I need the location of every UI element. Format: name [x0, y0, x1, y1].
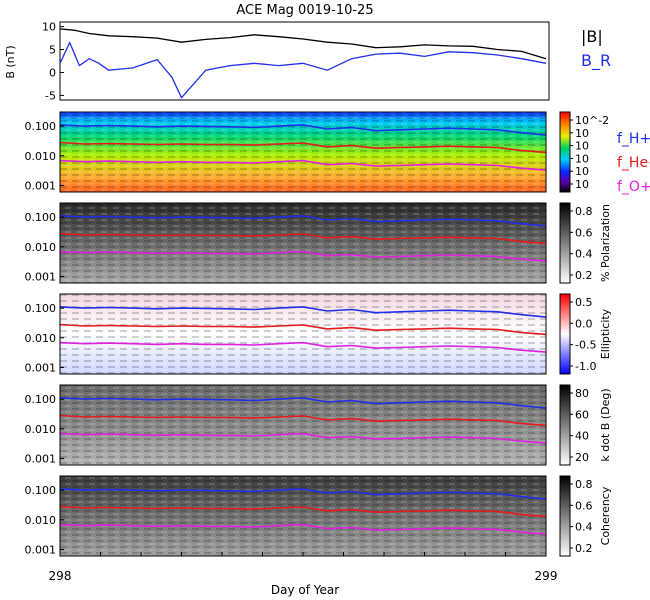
panel-coherency-series-0: [59, 488, 547, 500]
panel-kdotb-series-2: [59, 432, 547, 444]
top-series-line-bmag: [59, 28, 547, 60]
panel-kdotb: 0.100 0.010 0.001 80 60 40 20 k dot B (Deg): [25, 384, 612, 466]
panel-power-frame: [59, 111, 547, 193]
colorbar-ellipticity: [559, 293, 571, 375]
panel-ellipticity-series-1: [59, 323, 547, 336]
panel-power-texture: [60, 112, 546, 192]
panel-coherency-series-1: [59, 505, 547, 518]
colorbar-tick-label: 10: [575, 127, 589, 140]
panel-kdotb-frame: [59, 384, 547, 466]
top-series-line-br: [59, 41, 547, 99]
freq-y-tick-label: 0.001: [25, 270, 57, 283]
colorbar-power: [559, 111, 571, 193]
panel-polarization-series-0: [59, 215, 547, 227]
colorbar-tick-label: 10: [575, 165, 589, 178]
colorbar-tick-label: 60: [575, 408, 589, 421]
time-axis: 298 299 Day of Year: [49, 548, 558, 597]
panel-polarization-frame: [59, 202, 547, 284]
colorbar-polarization: [559, 202, 571, 284]
panel-polarization-series-1: [59, 232, 547, 245]
colorbar-tick-label: 0.4: [575, 248, 593, 261]
legend-label-fhe: f_He+: [617, 155, 650, 171]
colorbar-tick-label: 10^-2: [575, 114, 609, 127]
frequency-legend: f_H+ f_He+ f_O+: [617, 131, 650, 195]
freq-y-tick-label: 0.010: [25, 150, 57, 163]
panel-polarization-texture: [60, 203, 546, 283]
colorbar-tick-label: 0.6: [575, 499, 593, 512]
freq-y-tick-label: 0.100: [25, 484, 57, 497]
colorbar-tick-label: 10: [575, 152, 589, 165]
colorbar-tick-label: 10: [575, 178, 589, 191]
freq-y-tick-label: 0.100: [25, 211, 57, 224]
colorbar-tick-label: -0.5: [575, 339, 596, 352]
colorbar-tick-label: 0.6: [575, 226, 593, 239]
panel-ellipticity-series-0: [59, 306, 547, 318]
freq-y-tick-label: 0.010: [25, 332, 57, 345]
x-axis-label: Day of Year: [271, 583, 339, 597]
panel-power-series-1: [59, 141, 547, 154]
legend-label-fo: f_O+: [617, 179, 650, 195]
legend-label-fh: f_H+: [617, 131, 650, 147]
colorbar-tick-label: 10: [575, 140, 589, 153]
freq-y-tick-label: 0.100: [25, 393, 57, 406]
colorbar-label-kdotb: k dot B (Deg): [599, 388, 612, 461]
colorbar-label-polarization: % Polarization: [599, 204, 612, 282]
freq-y-tick-label: 0.100: [25, 120, 57, 133]
freq-y-tick-label: 0.010: [25, 514, 57, 527]
field-magnitude-panel: B (nT) 10 5 0 -5 |B| B_R: [4, 21, 611, 103]
colorbar-tick-label: 0.4: [575, 521, 593, 534]
colorbar-label-coherency: Coherency: [599, 486, 612, 545]
figure-title: ACE Mag 0019-10-25: [236, 3, 373, 18]
panel-polarization: 0.100 0.010 0.001 0.8 0.6 0.4 0.2 % Polarizatio…: [25, 202, 612, 284]
freq-y-tick-label: 0.100: [25, 302, 57, 315]
colorbar-label-ellipticity: Ellipticity: [599, 308, 612, 359]
panel-ellipticity-series-2: [59, 341, 547, 353]
freq-y-tick-label: 0.001: [25, 452, 57, 465]
freq-y-tick-label: 0.001: [25, 543, 57, 556]
panel-power-series-0: [59, 124, 547, 136]
top-panel-ylabel: B (nT): [4, 45, 17, 78]
colorbar-kdotb: [559, 384, 571, 466]
top-y-tick-label: 5: [49, 44, 56, 57]
top-y-tick-label: -5: [45, 89, 56, 102]
legend-label-br: B_R: [581, 51, 611, 71]
panel-coherency-series-2: [59, 523, 547, 535]
freq-y-tick-label: 0.001: [25, 179, 57, 192]
colorbar-tick-label: 0.0: [575, 317, 593, 330]
panel-kdotb-series-0: [59, 397, 547, 409]
colorbar-tick-label: 0.2: [575, 542, 593, 555]
colorbar-tick-label: 40: [575, 430, 589, 443]
top-panel-series: [59, 28, 547, 99]
colorbar-tick-label: -1.0: [575, 360, 596, 373]
colorbar-tick-label: 0.8: [575, 205, 593, 218]
panel-ellipticity-frame: [59, 293, 547, 375]
freq-y-tick-label: 0.001: [25, 361, 57, 374]
legend-label-bmag: |B|: [581, 27, 603, 46]
colorbar-tick-label: 0.2: [575, 269, 593, 282]
panel-kdotb-series-1: [59, 414, 547, 427]
colorbar-tick-label: 0.5: [575, 296, 593, 309]
top-panel-frame: [59, 21, 550, 101]
top-y-tick-label: 10: [42, 21, 56, 34]
panel-kdotb-texture: [60, 385, 546, 465]
x-tick-label-start: 298: [49, 569, 72, 583]
colorbar-tick-label: 80: [575, 387, 589, 400]
x-tick-label-end: 299: [535, 569, 558, 583]
colorbar-coherency: [559, 475, 571, 557]
colorbar-tick-label: 20: [575, 451, 589, 464]
top-y-tick-label: 0: [49, 66, 56, 79]
colorbar-tick-label: 0.8: [575, 478, 593, 491]
panel-ellipticity-texture: [60, 294, 546, 374]
panel-coherency: 0.100 0.010 0.001 0.8 0.6 0.4 0.2 Coherency: [25, 475, 612, 557]
panel-polarization-series-2: [59, 250, 547, 262]
freq-y-tick-label: 0.010: [25, 423, 57, 436]
top-panel-ylabel-text: B (nT): [4, 45, 17, 78]
panel-coherency-texture: [60, 476, 546, 556]
freq-y-tick-label: 0.010: [25, 241, 57, 254]
frequency-panels: 0.1000.0100.00110^-210101010100.1000.010…: [25, 111, 612, 557]
panel-power-series-2: [59, 159, 547, 171]
